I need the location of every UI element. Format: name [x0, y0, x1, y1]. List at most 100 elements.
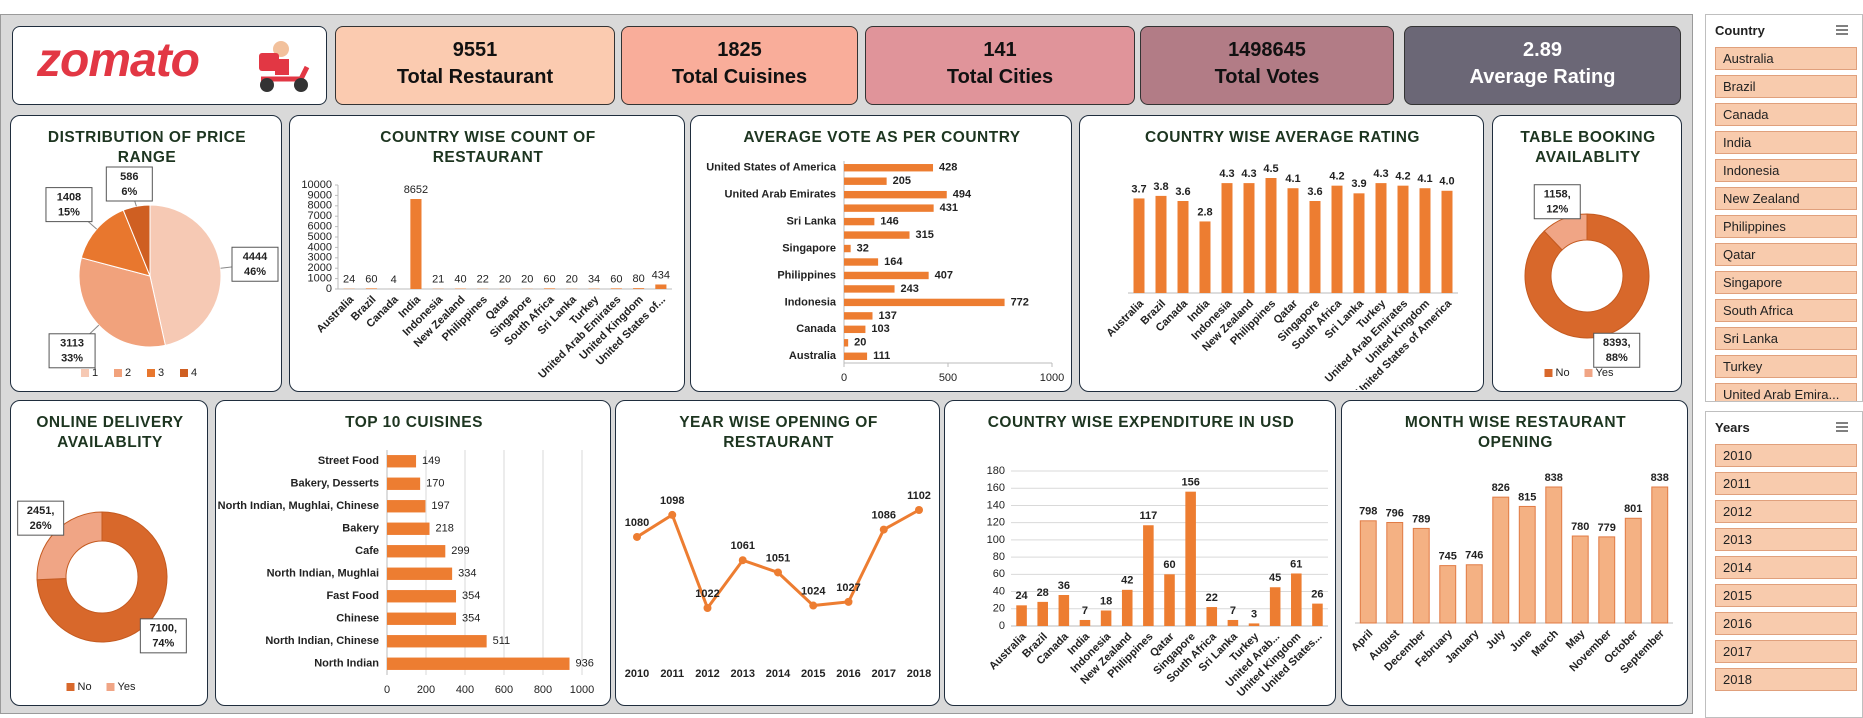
- x-tick-label: 200: [417, 684, 435, 696]
- data-label: 28: [1037, 587, 1049, 599]
- data-label: 3.6: [1175, 186, 1190, 198]
- slicer-item[interactable]: 2013: [1715, 528, 1857, 551]
- y-tick-label: United Arab Emirates: [725, 189, 836, 201]
- slicer-item[interactable]: New Zealand: [1715, 187, 1857, 210]
- slicer-item[interactable]: 2012: [1715, 500, 1857, 523]
- bar: [1079, 619, 1091, 626]
- x-tick-label: 2012: [695, 668, 719, 680]
- x-tick-label: 2017: [872, 668, 896, 680]
- slicer-item[interactable]: 2014: [1715, 556, 1857, 579]
- data-label: 2.8: [1197, 206, 1212, 218]
- bar: [1037, 601, 1048, 626]
- data-label: 434: [652, 269, 670, 281]
- slicer-item[interactable]: Qatar: [1715, 243, 1857, 266]
- kpi-label: Average Rating: [1469, 66, 1616, 88]
- slicer-item[interactable]: Singapore: [1715, 271, 1857, 294]
- data-label: 354: [462, 590, 480, 602]
- slicer-item[interactable]: Philippines: [1715, 215, 1857, 238]
- donut-slice: [1524, 213, 1650, 339]
- bar: [1598, 536, 1616, 624]
- kpi-card: 1825 Total Cuisines: [621, 26, 858, 105]
- bar: [1185, 491, 1196, 626]
- slicer-item[interactable]: Indonesia: [1715, 159, 1857, 182]
- slicer-item[interactable]: Australia: [1715, 47, 1857, 70]
- slicer-item[interactable]: 2010: [1715, 444, 1857, 467]
- bar: [1121, 589, 1133, 626]
- y-tick-label: Philippines: [777, 269, 836, 281]
- slicer-item[interactable]: Canada: [1715, 103, 1857, 126]
- bar: [1248, 623, 1260, 626]
- x-tick-label: 0: [841, 372, 847, 384]
- label-box: [105, 166, 153, 202]
- data-label: 2451,: [27, 505, 55, 517]
- bar: [844, 177, 887, 185]
- chart-plot: 0 500 1000 111 Australia 20 103 Canada 137 772 Ind…: [706, 161, 1064, 384]
- legend-swatch: [1584, 369, 1593, 377]
- x-tick-label: 2014: [766, 668, 791, 680]
- slicer-item[interactable]: Sri Lanka: [1715, 327, 1857, 350]
- slicer-item[interactable]: United Arab Emira...: [1715, 383, 1857, 401]
- y-tick-label: North Indian, Chinese: [265, 635, 379, 647]
- data-label: 1408: [57, 192, 81, 204]
- data-label: 60: [365, 273, 377, 285]
- slicer-item[interactable]: South Africa: [1715, 299, 1857, 322]
- slicer-item[interactable]: 2016: [1715, 612, 1857, 635]
- data-label: 772: [1011, 296, 1029, 308]
- data-label: 20: [499, 274, 511, 286]
- data-label: 197: [431, 500, 449, 512]
- legend-label: Yes: [1596, 367, 1614, 379]
- bar: [633, 288, 645, 289]
- label-box: [48, 333, 96, 369]
- data-label: 149: [422, 455, 440, 467]
- line-point: [809, 601, 818, 610]
- percent-label: 15%: [58, 207, 80, 219]
- slicer-item[interactable]: 2018: [1715, 668, 1857, 691]
- data-label: 4.3: [1241, 168, 1256, 180]
- y-tick-label: 0: [326, 283, 332, 295]
- slicer-item[interactable]: India: [1715, 131, 1857, 154]
- chart-panel: 7100, 74% 2451, 26% No Yes ONLINE DELIVERY AVA…: [10, 400, 208, 706]
- bar: [1269, 587, 1281, 626]
- y-tick-label: 3000: [308, 252, 332, 264]
- bar: [1331, 185, 1343, 293]
- slicer-item[interactable]: 2011: [1715, 472, 1857, 495]
- bar: [1227, 619, 1239, 626]
- data-label: 8393,: [1603, 337, 1631, 349]
- slicer-icon: [1836, 25, 1848, 35]
- slicer-item[interactable]: 2017: [1715, 640, 1857, 663]
- chart-panel: 0 200 400 600 800 1000 936 North Indian 511 North…: [215, 400, 611, 706]
- x-tick-label: 500: [939, 372, 957, 384]
- data-label: 745: [1439, 551, 1457, 563]
- slicer-item[interactable]: Turkey: [1715, 355, 1857, 378]
- data-label: 801: [1624, 503, 1642, 515]
- slicer-item[interactable]: 2015: [1715, 584, 1857, 607]
- chart-title: YEAR WISE OPENING OF RESTAURANT: [679, 414, 878, 451]
- kpi-label: Total Cities: [946, 66, 1054, 88]
- y-tick-label: 20: [993, 603, 1005, 615]
- y-tick-label: 100: [987, 534, 1005, 546]
- legend-label: 2: [125, 367, 131, 379]
- bar: [387, 545, 446, 558]
- slicer-item[interactable]: Brazil: [1715, 75, 1857, 98]
- bar: [1312, 603, 1323, 626]
- kpi-card: 9551 Total Restaurant: [335, 26, 615, 105]
- chart-plot: 1080 2010 1098 2011 1022 2012 1061 2013 1051 2014…: [625, 490, 931, 680]
- data-label: 1022: [695, 588, 719, 600]
- data-label: 1027: [836, 582, 860, 594]
- data-label: 42: [1121, 575, 1133, 587]
- bar: [1177, 201, 1189, 293]
- data-label: 511: [493, 635, 511, 647]
- label-box: [1533, 184, 1581, 220]
- label-box: [139, 618, 187, 654]
- y-tick-label: 120: [987, 517, 1005, 529]
- y-tick-label: 2000: [308, 262, 332, 274]
- y-tick-label: North Indian: [314, 658, 379, 670]
- bar: [844, 231, 910, 239]
- donut-slice: [36, 511, 103, 581]
- data-label: 3.9: [1351, 178, 1366, 190]
- percent-label: 74%: [152, 638, 174, 650]
- data-label: 40: [454, 273, 466, 285]
- chart-plot: 3.7Australia3.8Brazil3.6Canada2.8India4.…: [1104, 163, 1458, 390]
- donut-slice: [36, 511, 168, 643]
- bar: [387, 500, 426, 513]
